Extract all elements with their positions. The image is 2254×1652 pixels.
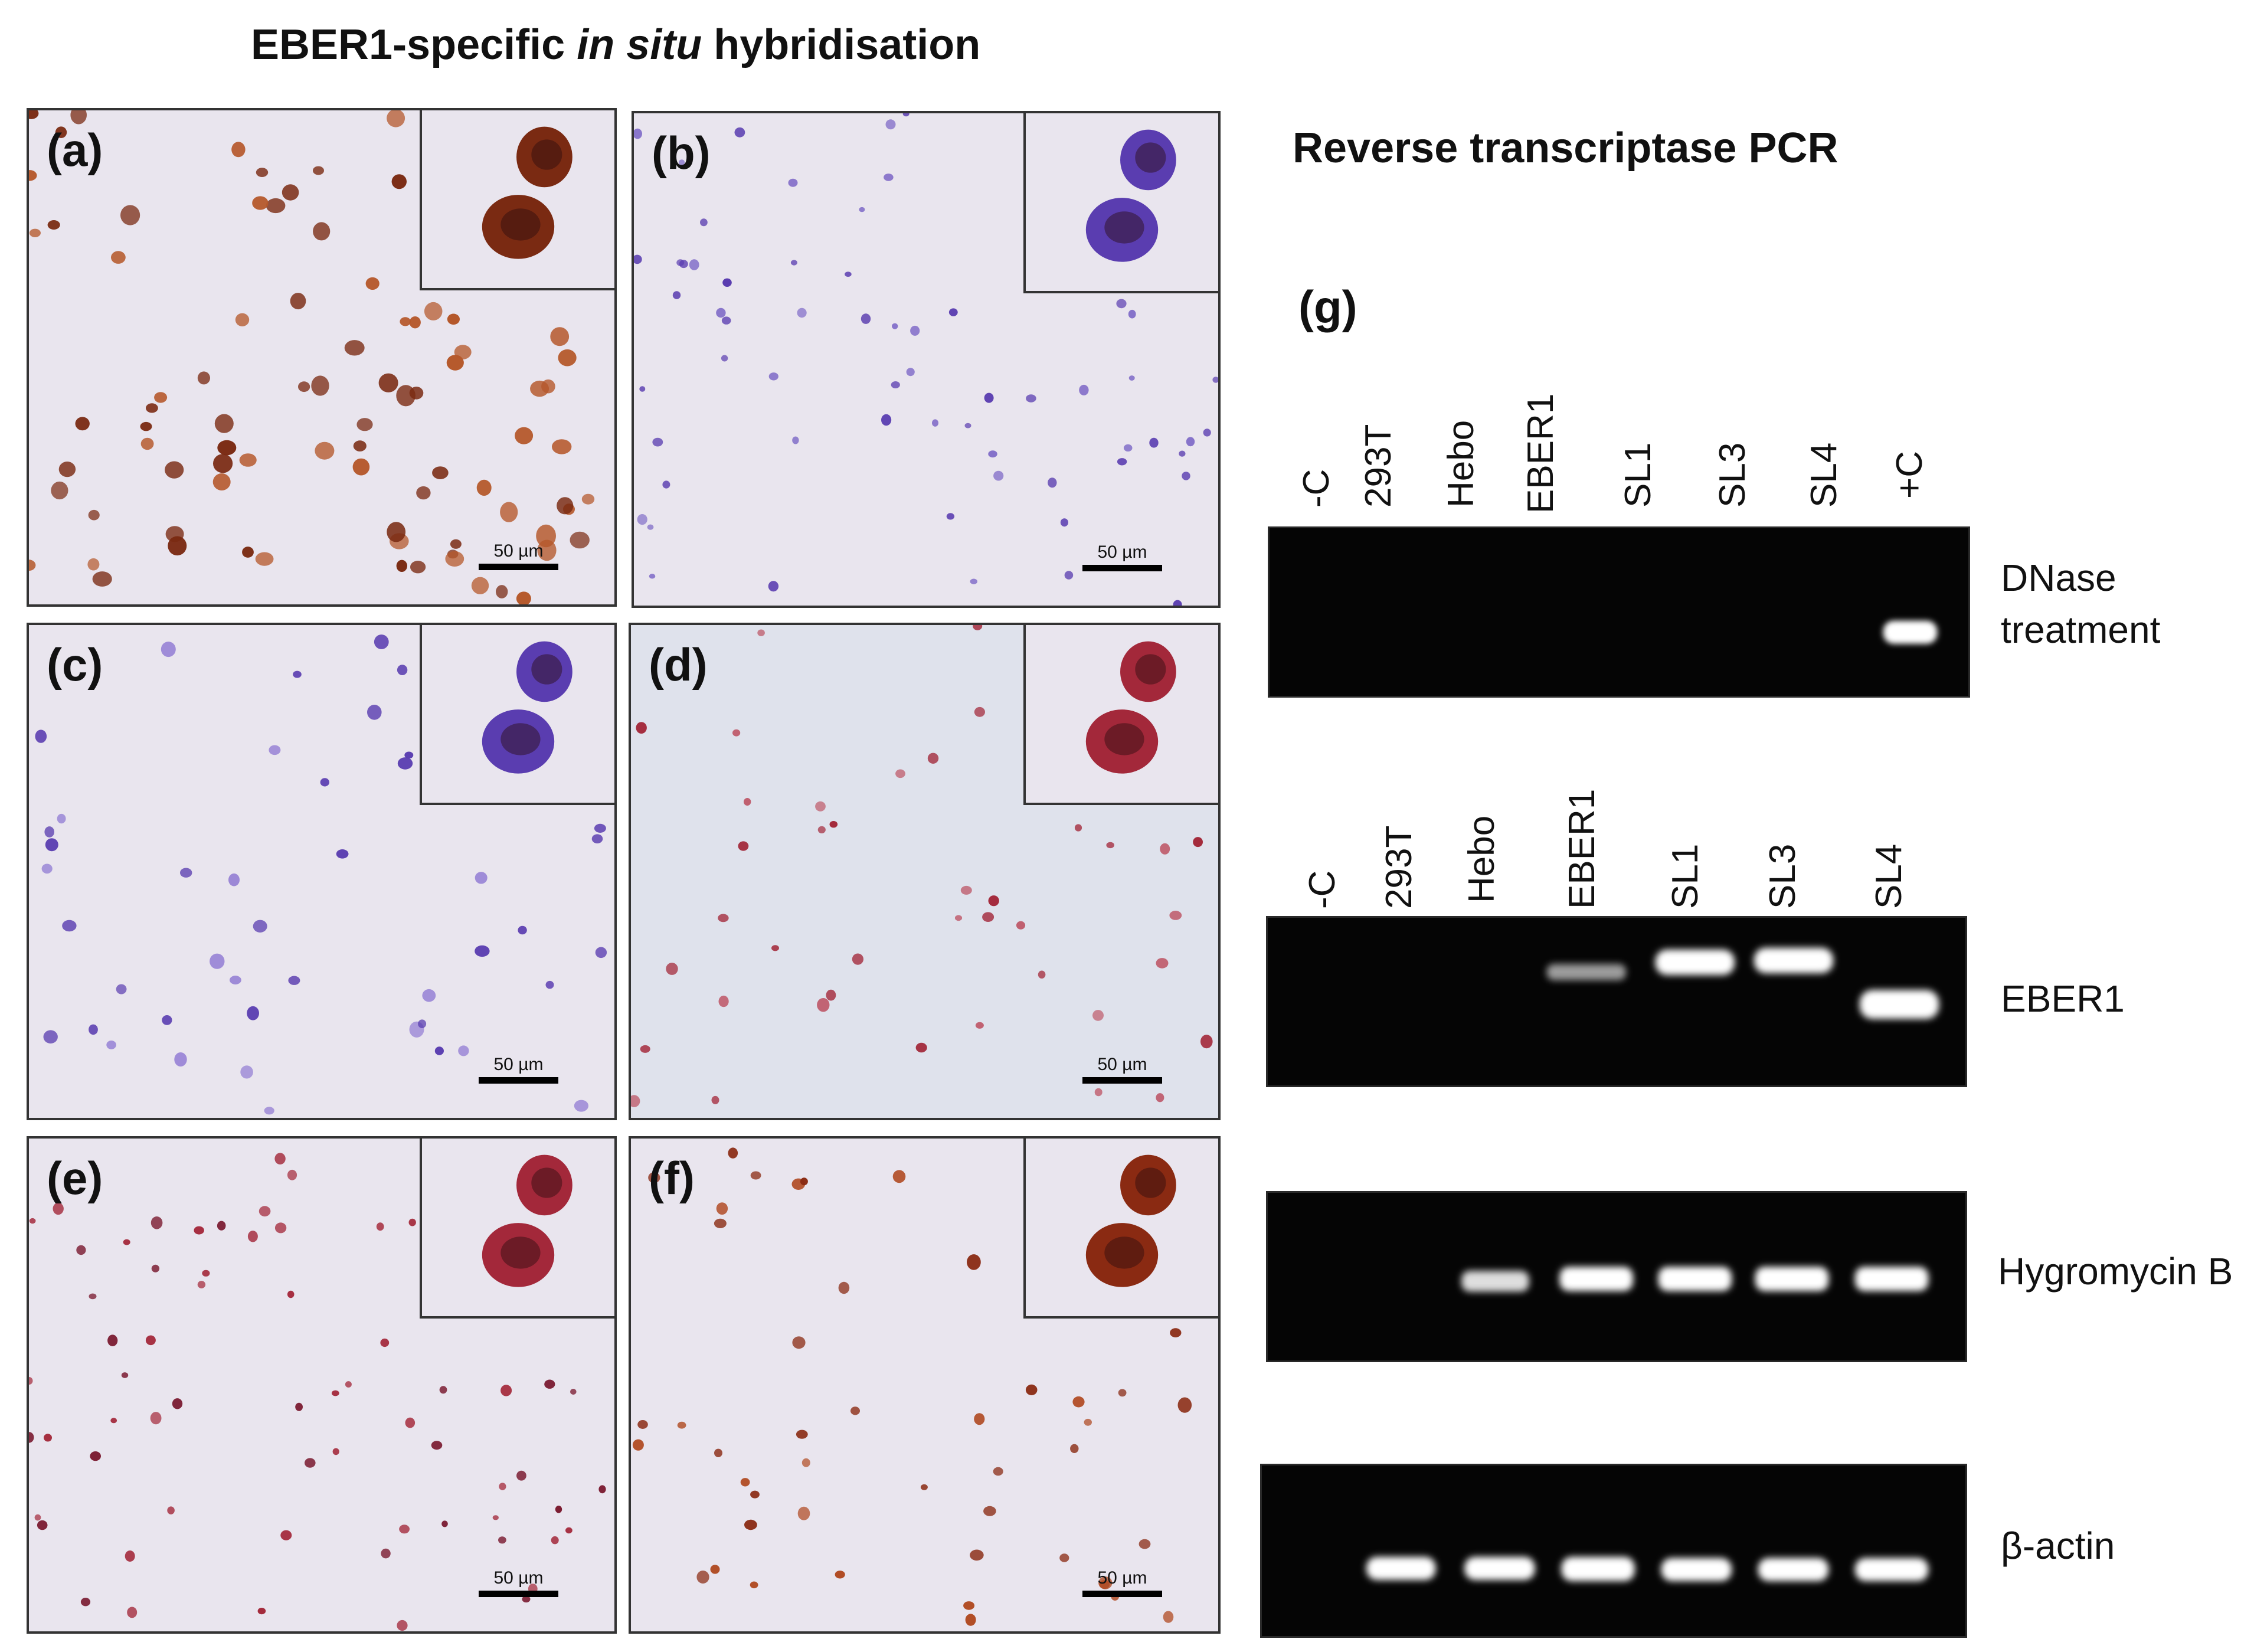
gel-eber1-label: EBER1 <box>2001 977 2125 1020</box>
gel-band <box>1854 1558 1929 1581</box>
lane-label: -C <box>1302 870 1343 909</box>
gel-band <box>1859 990 1939 1019</box>
magnified-inset <box>1023 625 1218 805</box>
scale-bar-label: 50 µm <box>1097 1568 1147 1588</box>
micrograph-panel-a: (a) 50 µm <box>27 108 617 607</box>
panel-label: (b) <box>652 127 711 179</box>
ish-title-italic: in situ <box>577 21 702 68</box>
magnified-inset <box>1023 113 1218 293</box>
scale-bar: 50 µm <box>1082 542 1162 571</box>
lane-label: EBER1 <box>1520 393 1561 513</box>
gel-band <box>1366 1556 1436 1580</box>
scale-bar: 50 µm <box>479 1055 558 1084</box>
gel-band <box>1754 947 1834 974</box>
gel-beta-actin-label: β-actin <box>2001 1525 2115 1567</box>
gel-band <box>1561 1556 1635 1581</box>
panel-label: (f) <box>649 1152 695 1204</box>
micrograph-panel-f: (f) 50 µm <box>629 1136 1221 1634</box>
gel-eber1 <box>1266 916 1967 1087</box>
panel-label: (a) <box>47 124 103 176</box>
micrograph-panel-b: (b) 50 µm <box>632 111 1221 608</box>
lane-label: SL3 <box>1762 843 1803 909</box>
scale-bar-label: 50 µm <box>493 1568 544 1588</box>
lane-label: SL4 <box>1869 843 1909 909</box>
gel-dnase <box>1268 526 1970 698</box>
lane-label: SL1 <box>1618 442 1658 508</box>
lane-label: -C <box>1296 469 1337 508</box>
lane-label: SL4 <box>1804 442 1844 508</box>
gel-band <box>1758 1558 1829 1581</box>
gel-band <box>1461 1271 1529 1292</box>
gel-beta-actin <box>1260 1464 1967 1638</box>
ish-title-text: EBER1-specific <box>251 21 577 68</box>
gel-band <box>1559 1267 1633 1291</box>
gel-band <box>1655 949 1735 975</box>
lane-label: SL3 <box>1712 442 1753 508</box>
gel-band <box>1546 964 1626 980</box>
magnified-inset <box>420 110 614 290</box>
lane-label: EBER1 <box>1562 789 1602 909</box>
pcr-title: Reverse transcriptase PCR <box>1293 125 1838 172</box>
gel-hygromycin-label: Hygromycin B <box>1998 1250 2233 1293</box>
gel-dnase-label: DNase treatment <box>2001 552 2160 656</box>
ish-title: EBER1-specific in situ hybridisation <box>251 21 980 69</box>
magnified-inset <box>420 625 614 805</box>
micrograph-panel-d: (d) 50 µm <box>629 623 1221 1120</box>
lane-label: SL1 <box>1665 843 1706 909</box>
gel-band <box>1883 620 1938 644</box>
lane-label: +C <box>1889 451 1930 499</box>
lane-label: Hebo <box>1461 815 1502 903</box>
scale-bar-label: 50 µm <box>493 541 544 561</box>
panel-label: (c) <box>47 639 103 691</box>
gel-label-line: DNase <box>2001 557 2116 599</box>
scale-bar: 50 µm <box>1082 1568 1162 1597</box>
scale-bar-label: 50 µm <box>493 1055 544 1074</box>
scale-bar: 50 µm <box>479 1568 558 1597</box>
micrograph-panel-e: (e) 50 µm <box>27 1136 617 1634</box>
panel-label: (e) <box>47 1152 103 1204</box>
magnified-inset <box>420 1139 614 1319</box>
gel-band <box>1854 1267 1929 1291</box>
lane-label: Hebo <box>1441 420 1481 508</box>
lane-label: 293T <box>1358 424 1399 508</box>
lane-label: 293T <box>1379 825 1419 909</box>
gel-band <box>1755 1267 1829 1291</box>
scale-bar-label: 50 µm <box>1097 542 1147 562</box>
gel-label-line: treatment <box>2001 609 2161 651</box>
panel-label: (d) <box>649 639 708 691</box>
magnified-inset <box>1023 1139 1218 1319</box>
gel-band <box>1658 1267 1732 1291</box>
ish-title-text-end: hybridisation <box>702 21 981 68</box>
scale-bar-label: 50 µm <box>1097 1055 1147 1074</box>
gel-band <box>1661 1558 1732 1581</box>
panel-label-g: (g) <box>1298 281 1357 333</box>
micrograph-panel-c: (c) 50 µm <box>27 623 617 1120</box>
gel-hygromycin <box>1266 1191 1967 1362</box>
scale-bar: 50 µm <box>479 541 558 570</box>
scale-bar: 50 µm <box>1082 1055 1162 1084</box>
gel-band <box>1464 1556 1535 1580</box>
